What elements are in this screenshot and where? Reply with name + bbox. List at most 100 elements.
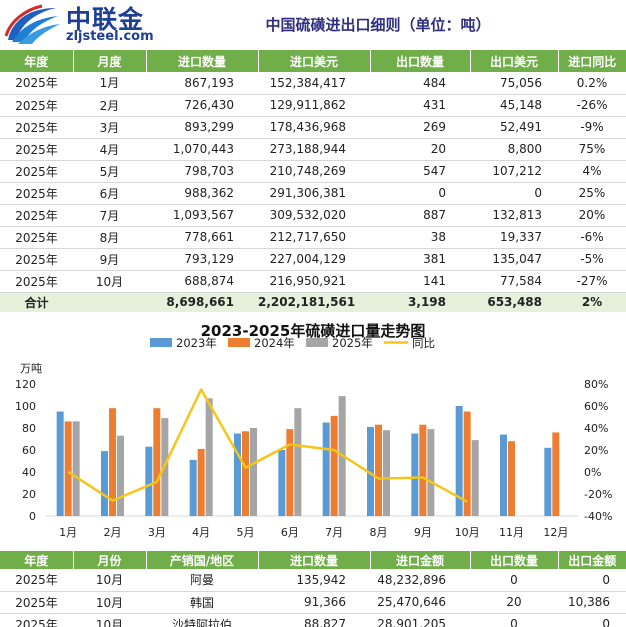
table-row: 2025年 4月 1,070,443 273,188,944 20 8,800 75% [0,138,626,161]
export-usd-cell: 107,212 [470,160,558,183]
export-qty-cell: 38 [370,226,470,249]
year-cell: 2025年 [0,226,73,249]
total-yoy: 2% [558,291,626,312]
yoy-cell: -9% [558,116,626,139]
total-import-qty: 8,698,661 [146,291,258,312]
column-header: 年度 [0,50,73,72]
yoy-cell: 75% [558,138,626,161]
table-header-row: 年度 月份 产销国/地区 进口数量 进口金额 出口数量 出口金额 [0,551,626,569]
yoy-cell: 20% [558,204,626,227]
y-tick-label: 100 [15,400,36,413]
column-header: 月度 [72,50,146,72]
bar-2023-3 [145,446,153,516]
bar-2024-7 [330,415,338,516]
total-label: 合计 [0,291,73,312]
month-cell: 5月 [73,160,146,183]
y2-tick-label: 80% [584,378,608,391]
import-qty-cell: 91,366 [258,591,370,614]
year-cell: 2025年 [0,138,73,161]
legend-swatch-2025 [306,338,328,347]
table-row: 2025年 10月 阿曼 135,942 48,232,896 0 0 [0,569,626,592]
month-cell: 10月 [73,591,146,614]
bar-2025-5 [250,428,257,516]
import-trend-chart: 2023-2025年硫磺进口量走势图 万吨 0 20 40 60 80 100 120 -40%… [0,316,626,550]
column-header: 出口数量 [369,50,470,72]
month-cell: 8月 [73,226,146,249]
column-header: 年度 [0,551,73,569]
y-tick-label: 40 [22,466,36,479]
y-tick-label: 120 [15,378,36,391]
bar-2025-9 [427,429,435,516]
bar-2024-2 [109,408,116,516]
bar-2024-9 [419,424,427,516]
export-qty-cell: 887 [370,204,470,227]
logo-url: zljsteel.com [66,29,154,44]
import-qty-cell: 726,430 [146,94,258,117]
x-tick-label: 9月 [414,526,432,539]
y-tick-label: 20 [22,488,36,501]
column-header: 进口数量 [145,50,258,72]
import-qty-cell: 988,362 [146,182,258,205]
bar-2023-11 [500,434,507,516]
y2-tick-label: 60% [584,400,608,413]
import-usd-cell: 216,950,921 [258,270,370,293]
column-header: 进口数量 [257,551,370,569]
legend-label: 2025年 [332,336,373,350]
total-row: 合计 8,698,661 2,202,181,561 3,198 653,488… [0,291,626,312]
month-cell: 10月 [73,270,146,293]
bar-2025-2 [117,435,124,516]
chart-title: 2023-2025年硫磺进口量走势图 [200,322,426,340]
export-qty-cell: 0 [470,569,558,592]
export-qty-cell: 0 [470,613,558,627]
import-usd-cell: 291,306,381 [258,182,370,205]
bar-2023-12 [544,447,552,516]
legend-swatch-2024 [228,338,250,347]
legend-label: 同比 [412,336,435,350]
country-cell: 韩国 [146,591,258,614]
import-qty-cell: 778,661 [146,226,258,249]
bar-2023-5 [234,433,241,516]
country-detail-table: 年度 月份 产销国/地区 进口数量 进口金额 出口数量 出口金额 2025年 10… [0,551,626,627]
export-qty-cell: 381 [370,248,470,271]
column-header: 出口金额 [557,551,626,569]
export-usd-cell: 77,584 [470,270,558,293]
export-usd-cell: 132,813 [470,204,558,227]
export-qty-cell: 141 [370,270,470,293]
month-cell: 4月 [73,138,146,161]
month-cell: 10月 [73,613,146,627]
bar-2024-12 [552,432,560,516]
import-qty-cell: 1,093,567 [146,204,258,227]
bar-2023-1 [56,411,64,516]
legend-label: 2023年 [176,336,217,350]
column-header: 月份 [72,551,146,569]
table-row: 2025年 2月 726,430 129,911,862 431 45,148 -26% [0,94,626,117]
total-import-usd: 2,202,181,561 [258,291,370,312]
table-row: 2025年 7月 1,093,567 309,532,020 887 132,813 20% [0,204,626,227]
import-export-monthly-table: 年度 月度 进口数量 进口美元 出口数量 出口美元 进口同比 2025年 1月 86… [0,50,626,312]
month-cell: 10月 [73,569,146,592]
table-row: 2025年 6月 988,362 291,306,381 0 0 25% [0,182,626,205]
import-usd-cell: 210,748,269 [258,160,370,183]
month-cell: 3月 [73,116,146,139]
x-tick-label: 10月 [455,526,480,539]
table-row: 2025年 5月 798,703 210,748,269 547 107,212 4% [0,160,626,183]
table-row: 2025年 8月 778,661 212,717,650 38 19,337 -6% [0,226,626,249]
year-cell: 2025年 [0,182,73,205]
import-usd-cell: 309,532,020 [258,204,370,227]
table-row: 2025年 9月 793,129 227,004,129 381 135,047 -5% [0,248,626,271]
y2-tick-label: -20% [584,488,612,501]
y2-tick-label: 20% [584,444,608,457]
year-cell: 2025年 [0,591,73,614]
legend-label: 2024年 [254,336,295,350]
year-cell: 2025年 [0,613,73,627]
export-usd-cell: 135,047 [470,248,558,271]
export-qty-cell: 20 [470,591,558,614]
month-cell: 6月 [73,182,146,205]
yoy-cell: -5% [558,248,626,271]
column-header: 出口数量 [469,551,558,569]
bar-2024-8 [375,424,382,516]
year-cell: 2025年 [0,248,73,271]
y2-tick-label: -40% [584,510,612,523]
table-row: 2025年 10月 688,874 216,950,921 141 77,584 -27% [0,270,626,293]
y-tick-label: 0 [29,510,36,523]
